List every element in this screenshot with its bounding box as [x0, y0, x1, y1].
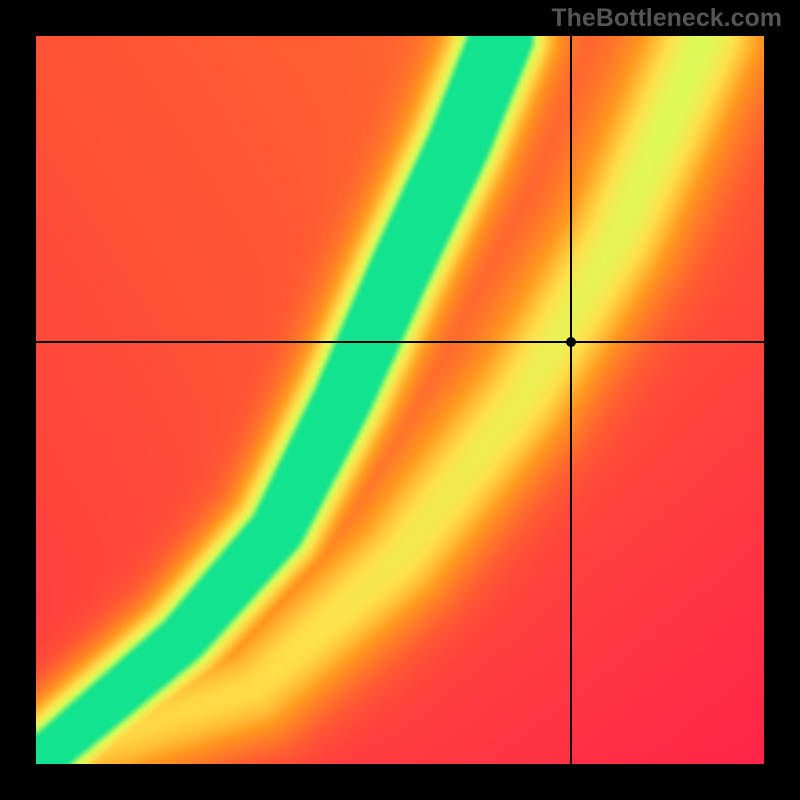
watermark-text: TheBottleneck.com: [551, 4, 782, 33]
crosshair-vertical-line: [570, 36, 572, 764]
crosshair-horizontal-line: [36, 341, 764, 343]
bottleneck-heatmap: [36, 36, 764, 764]
crosshair-marker-dot: [566, 337, 576, 347]
chart-container: TheBottleneck.com: [0, 0, 800, 800]
